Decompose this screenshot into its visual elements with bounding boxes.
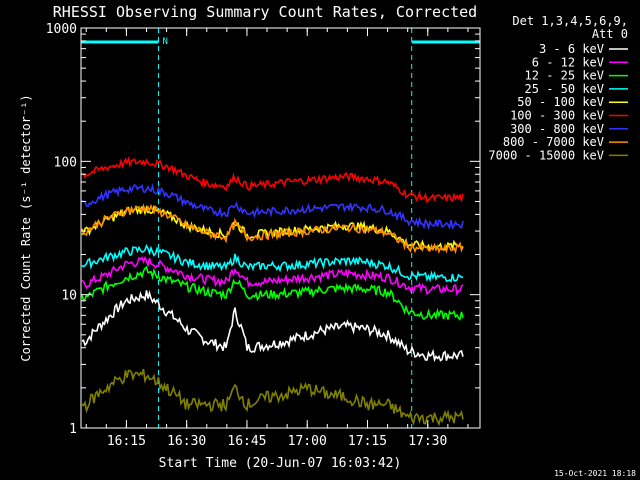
x-tick-label-2: 16:45 [227, 434, 266, 449]
series-line-2 [81, 265, 464, 321]
x-axis-label: Start Time (20-Jun-07 16:03:42) [159, 456, 402, 471]
series-line-7 [81, 203, 464, 255]
series-group [81, 156, 464, 427]
y-tick-label-1: 10 [61, 289, 77, 304]
legend-label-0: 3 - 6 keV [539, 42, 604, 56]
footer-timestamp: 15-Oct-2021 18:18 [554, 469, 636, 478]
x-tick-label-3: 17:00 [288, 434, 327, 449]
series-line-8 [81, 368, 464, 427]
chart-title: RHESSI Observing Summary Count Rates, Co… [53, 3, 477, 21]
axes: 16:15 16:30 16:45 17:00 17:15 17:30 1 10 100 1000 [46, 22, 480, 449]
legend-header-line-2: Att 0 [592, 27, 628, 41]
legend-label-8: 7000 - 15000 keV [488, 148, 604, 162]
legend-label-6: 300 - 800 keV [510, 122, 604, 136]
series-line-0 [81, 290, 464, 363]
legend-label-5: 100 - 300 keV [510, 109, 604, 123]
series-line-3 [81, 243, 464, 283]
legend-label-3: 25 - 50 keV [525, 82, 604, 96]
series-line-5 [81, 156, 464, 204]
series-line-6 [81, 183, 464, 231]
y-axis-label: Corrected Count Rate (s⁻¹ detector⁻¹) [19, 94, 33, 361]
plot-frame [80, 27, 481, 429]
x-tick-label-0: 16:15 [107, 434, 146, 449]
x-tick-label-1: 16:30 [167, 434, 206, 449]
y-tick-label-0: 1 [69, 422, 77, 437]
legend-header-line-1: Det 1,3,4,5,6,9, [512, 14, 628, 28]
x-tick-label-4: 17:15 [348, 434, 387, 449]
y-tick-label-3: 1000 [46, 22, 77, 37]
legend-label-2: 12 - 25 keV [525, 69, 604, 83]
series-line-1 [81, 255, 464, 297]
night-marker-label: N [163, 37, 168, 47]
x-tick-label-5: 17:30 [408, 434, 447, 449]
y-tick-label-2: 100 [54, 155, 77, 170]
legend-label-1: 6 - 12 keV [532, 55, 604, 69]
legend-label-7: 800 - 7000 keV [503, 135, 604, 149]
legend-label-4: 50 - 100 keV [517, 95, 604, 109]
